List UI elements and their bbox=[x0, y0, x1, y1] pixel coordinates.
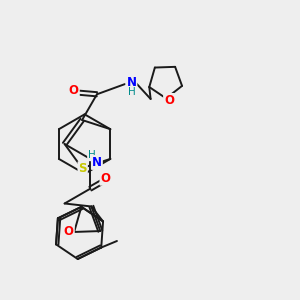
Text: N: N bbox=[92, 156, 102, 169]
Text: O: O bbox=[100, 172, 110, 185]
Text: H: H bbox=[88, 150, 96, 160]
Text: O: O bbox=[164, 94, 174, 107]
Text: O: O bbox=[69, 85, 79, 98]
Text: H: H bbox=[128, 87, 135, 98]
Text: S: S bbox=[78, 162, 87, 175]
Text: N: N bbox=[126, 76, 136, 89]
Text: O: O bbox=[64, 226, 74, 238]
